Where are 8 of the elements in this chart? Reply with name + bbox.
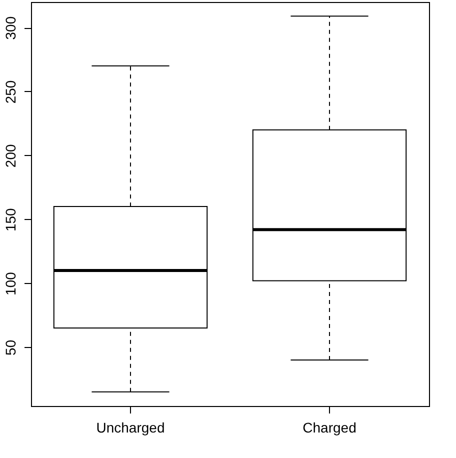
x-tick-label: Uncharged [96, 420, 165, 436]
y-tick-label: 50 [2, 340, 18, 356]
y-tick-label: 200 [2, 144, 18, 168]
y-tick-label: 100 [2, 272, 18, 296]
y-tick-label: 150 [2, 208, 18, 232]
y-tick-label: 250 [2, 80, 18, 104]
x-tick-label: Charged [302, 420, 356, 436]
y-tick-label: 300 [2, 16, 18, 40]
